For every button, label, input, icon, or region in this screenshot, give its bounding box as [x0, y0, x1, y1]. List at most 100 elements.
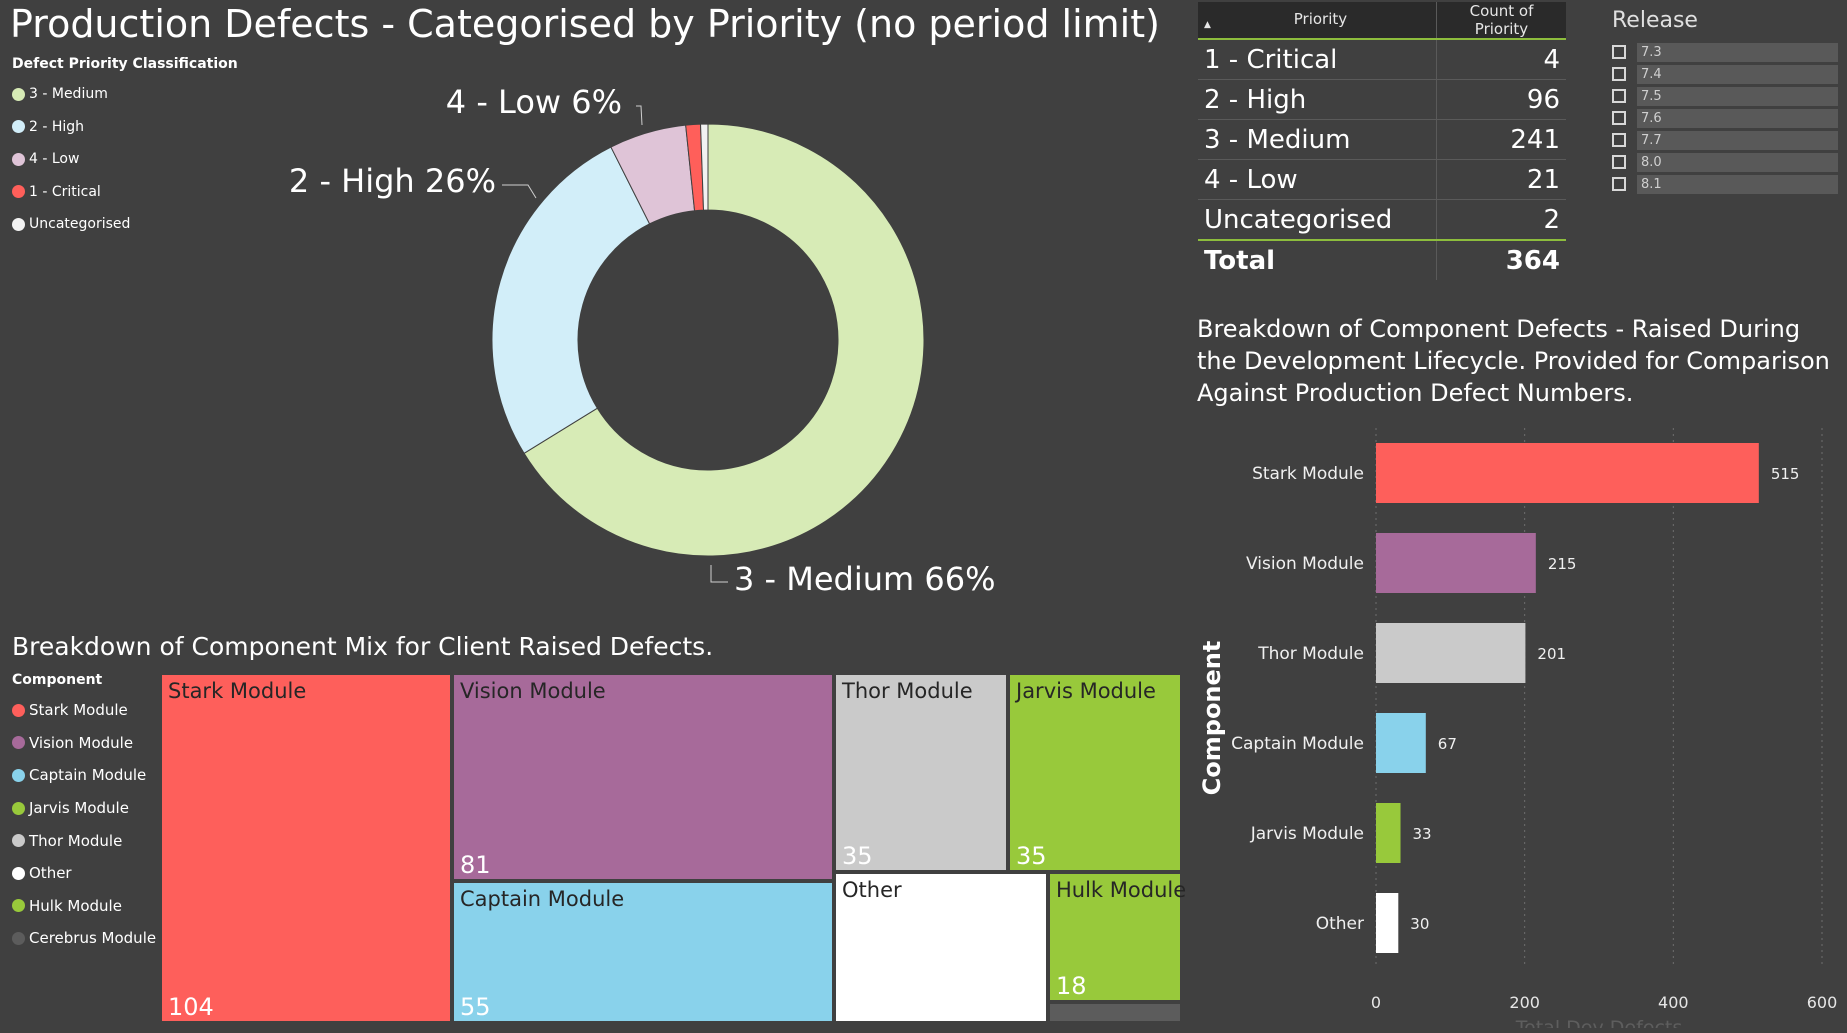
release-option[interactable]: 7.4	[1612, 63, 1838, 85]
bar-jarvis-module[interactable]	[1376, 803, 1401, 863]
table-total-row: Total 364	[1198, 239, 1566, 280]
donut-chart: 4 - Low 6% 2 - High 26% 3 - Medium 66%	[289, 83, 996, 598]
release-option-label: 8.0	[1637, 152, 1838, 172]
release-slicer: Release 7.3 7.4 7.5 7.6 7.7 8.0 8.1	[1612, 8, 1838, 195]
donut-slice-uncategorised[interactable]	[700, 123, 709, 211]
legend-item-critical[interactable]: 1 - Critical	[12, 176, 272, 209]
donut-data-label: 3 - Medium 66%	[734, 560, 996, 598]
legend-label: Stark Module	[29, 701, 128, 720]
treemap-cell-label: Thor Module	[842, 679, 973, 703]
legend-dot	[12, 899, 25, 913]
donut-data-label: 4 - Low 6%	[446, 83, 622, 121]
legend-item-uncategorised[interactable]: Uncategorised	[12, 208, 272, 241]
treemap-cell-label: Hulk Module	[1056, 878, 1187, 902]
legend-item-thor[interactable]: Thor Module	[12, 824, 162, 857]
treemap-cell-captain[interactable]: Captain Module 55	[452, 881, 834, 1023]
table-row: 3 - Medium 241	[1198, 119, 1566, 160]
x-tick-label: 400	[1658, 993, 1689, 1012]
treemap-cell-label: Other	[842, 878, 902, 902]
treemap-cell-vision[interactable]: Vision Module 81	[452, 673, 834, 881]
legend-item-hulk[interactable]: Hulk Module	[12, 890, 162, 923]
treemap-cell-label: Captain Module	[460, 887, 625, 911]
checkbox[interactable]	[1612, 89, 1626, 103]
legend-dot	[12, 120, 25, 134]
legend-label: 3 - Medium	[29, 86, 108, 103]
legend-item-other[interactable]: Other	[12, 857, 162, 890]
legend-item-high[interactable]: 2 - High	[12, 111, 272, 144]
legend-label: 4 - Low	[29, 151, 80, 168]
release-option-label: 7.5	[1637, 86, 1838, 106]
table-cell-count: 2	[1436, 199, 1566, 241]
legend-dot	[12, 217, 25, 231]
x-tick-label: 0	[1371, 993, 1381, 1012]
treemap-chart: Stark Module 104 Vision Module 81 Captai…	[160, 673, 1186, 1023]
legend-dot	[12, 185, 25, 199]
legend-dot	[12, 768, 25, 782]
legend-item-captain[interactable]: Captain Module	[12, 759, 162, 792]
table-cell-count: 96	[1436, 79, 1566, 120]
release-option[interactable]: 7.3	[1612, 41, 1838, 63]
bar-thor-module[interactable]	[1376, 623, 1526, 683]
checkbox[interactable]	[1612, 67, 1626, 81]
release-option[interactable]: 8.0	[1612, 151, 1838, 173]
page-title: Production Defects - Categorised by Prio…	[10, 2, 1160, 46]
column-header-priority[interactable]: ▲ Priority	[1198, 2, 1437, 40]
checkbox[interactable]	[1612, 111, 1626, 125]
leader-line	[502, 184, 537, 199]
x-axis-title: Total Dev Defects	[1515, 1017, 1683, 1028]
release-option[interactable]: 7.6	[1612, 107, 1838, 129]
legend-dot	[12, 866, 25, 880]
checkbox[interactable]	[1612, 155, 1626, 169]
table-row: Uncategorised 2	[1198, 199, 1566, 241]
legend-item-cerebrus[interactable]: Cerebrus Module	[12, 922, 162, 955]
column-header-count[interactable]: Count of Priority	[1436, 2, 1566, 40]
legend-dot	[12, 931, 25, 945]
treemap-cell-label: Vision Module	[460, 679, 606, 703]
legend-item-stark[interactable]: Stark Module	[12, 694, 162, 727]
release-option[interactable]: 7.7	[1612, 129, 1838, 151]
treemap-cell-label: Jarvis Module	[1016, 679, 1156, 703]
table-cell-count: 241	[1436, 119, 1566, 160]
bar-vision-module[interactable]	[1376, 533, 1536, 593]
bar-data-label: 30	[1410, 915, 1429, 933]
release-option[interactable]: 8.1	[1612, 173, 1838, 195]
bar-captain-module[interactable]	[1376, 713, 1426, 773]
treemap-cell-value: 104	[168, 993, 214, 1021]
treemap-cell-stark[interactable]: Stark Module 104	[160, 673, 452, 1023]
treemap-cell-hulk[interactable]: Hulk Module 18	[1048, 872, 1186, 1002]
legend-item-vision[interactable]: Vision Module	[12, 727, 162, 760]
legend-item-jarvis[interactable]: Jarvis Module	[12, 792, 162, 825]
table-cell-priority: Uncategorised	[1198, 199, 1437, 241]
treemap-cell-other[interactable]: Other	[834, 872, 1048, 1023]
y-category-label: Vision Module	[1246, 554, 1364, 574]
legend-item-medium[interactable]: 3 - Medium	[12, 78, 272, 111]
bar-chart-title: Breakdown of Component Defects - Raised …	[1197, 315, 1830, 407]
legend-label: Cerebrus Module	[29, 929, 157, 948]
bar-data-label: 515	[1771, 465, 1800, 483]
treemap-cell-jarvis[interactable]: Jarvis Module 35	[1008, 673, 1182, 872]
legend-dot	[12, 736, 25, 750]
treemap-cell-value: 35	[1016, 842, 1047, 870]
bar-stark-module[interactable]	[1376, 443, 1759, 503]
release-option-label: 7.3	[1637, 42, 1838, 62]
release-option[interactable]: 7.5	[1612, 85, 1838, 107]
treemap-legend: Component Stark Module Vision Module Cap…	[12, 672, 162, 955]
x-tick-label: 200	[1509, 993, 1540, 1012]
y-category-label: Stark Module	[1252, 464, 1364, 484]
treemap-cell-thor[interactable]: Thor Module 35	[834, 673, 1008, 872]
release-option-label: 7.7	[1637, 130, 1838, 150]
legend-label: Captain Module	[29, 766, 147, 785]
treemap-cell-cerebrus[interactable]	[1048, 1002, 1182, 1023]
treemap-cell-value: 81	[460, 851, 491, 879]
legend-label: 2 - High	[29, 118, 85, 135]
bar-data-label: 67	[1438, 735, 1457, 753]
release-slicer-title: Release	[1612, 8, 1698, 33]
checkbox[interactable]	[1612, 133, 1626, 147]
checkbox[interactable]	[1612, 177, 1626, 191]
legend-item-low[interactable]: 4 - Low	[12, 143, 272, 176]
bar-other[interactable]	[1376, 893, 1399, 953]
donut-slice-3-medium[interactable]	[523, 123, 925, 557]
legend-label: Vision Module	[29, 733, 134, 752]
checkbox[interactable]	[1612, 45, 1626, 59]
donut-slice-2-high[interactable]	[491, 146, 651, 455]
